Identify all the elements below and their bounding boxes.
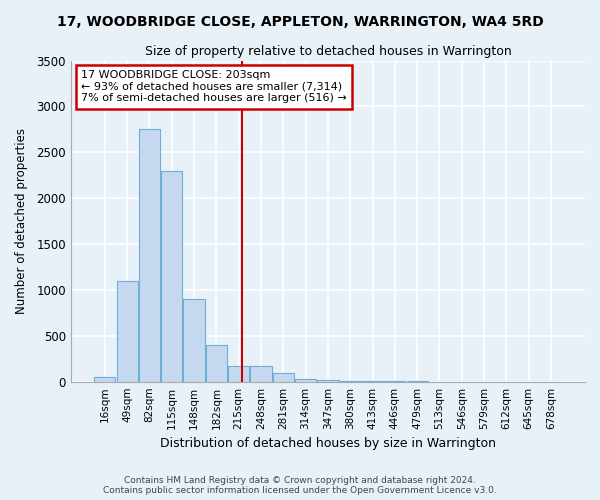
Bar xyxy=(250,366,272,382)
Bar xyxy=(340,381,361,382)
Bar xyxy=(317,380,338,382)
Bar xyxy=(228,366,249,382)
Y-axis label: Number of detached properties: Number of detached properties xyxy=(15,128,28,314)
Bar xyxy=(272,374,294,382)
Bar xyxy=(139,130,160,382)
Bar xyxy=(161,170,182,382)
Bar xyxy=(295,379,316,382)
Bar xyxy=(184,299,205,382)
Bar xyxy=(206,345,227,382)
Title: Size of property relative to detached houses in Warrington: Size of property relative to detached ho… xyxy=(145,45,511,58)
X-axis label: Distribution of detached houses by size in Warrington: Distribution of detached houses by size … xyxy=(160,437,496,450)
Text: Contains HM Land Registry data © Crown copyright and database right 2024.
Contai: Contains HM Land Registry data © Crown c… xyxy=(103,476,497,495)
Text: 17 WOODBRIDGE CLOSE: 203sqm
← 93% of detached houses are smaller (7,314)
7% of s: 17 WOODBRIDGE CLOSE: 203sqm ← 93% of det… xyxy=(81,70,347,103)
Text: 17, WOODBRIDGE CLOSE, APPLETON, WARRINGTON, WA4 5RD: 17, WOODBRIDGE CLOSE, APPLETON, WARRINGT… xyxy=(56,15,544,29)
Bar xyxy=(94,377,115,382)
Bar xyxy=(116,281,137,382)
